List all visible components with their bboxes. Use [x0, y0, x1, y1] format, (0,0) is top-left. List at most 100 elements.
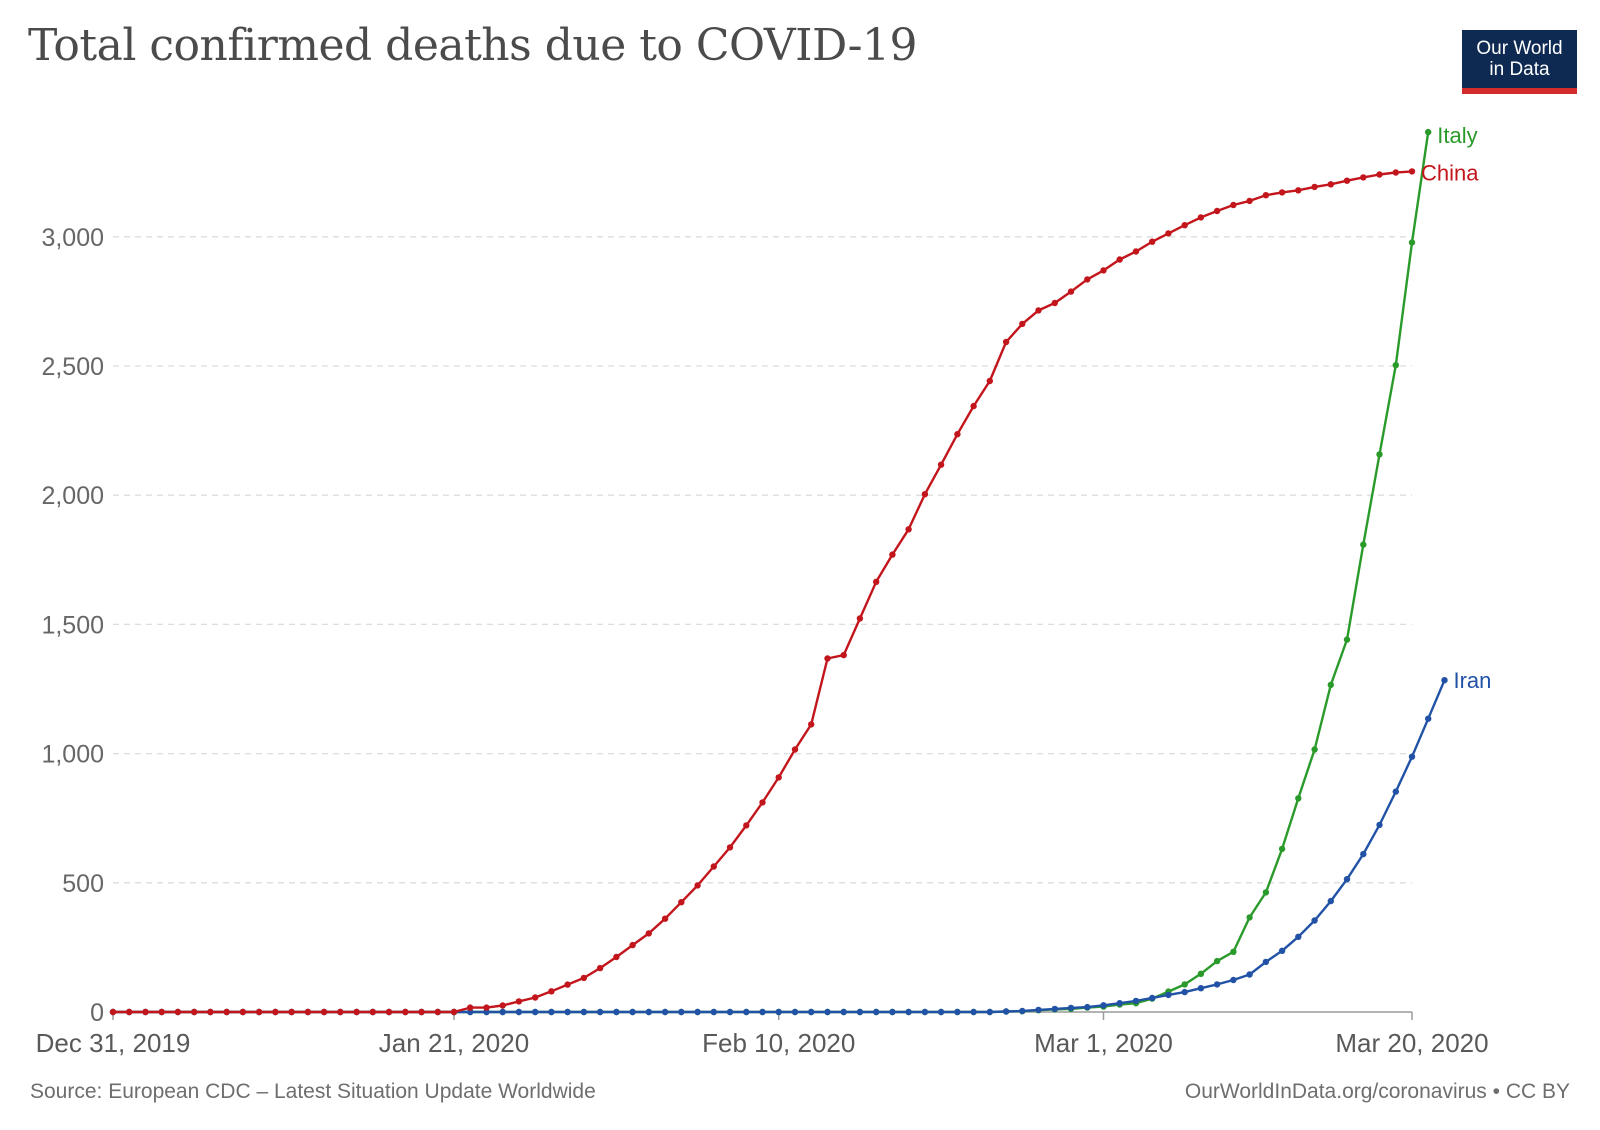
china-data-point[interactable] — [126, 1008, 133, 1016]
iran-data-point[interactable] — [1067, 1004, 1075, 1012]
iran-data-point[interactable] — [743, 1008, 750, 1016]
iran-data-point[interactable] — [1051, 1005, 1059, 1013]
iran-data-point[interactable] — [856, 1008, 864, 1016]
italy-data-point[interactable] — [1425, 128, 1432, 136]
china-data-point[interactable] — [288, 1008, 295, 1016]
iran-data-point[interactable] — [661, 1008, 669, 1016]
iran-data-point[interactable] — [954, 1008, 961, 1016]
china-data-point[interactable] — [629, 941, 636, 949]
china-data-point[interactable] — [1376, 171, 1383, 178]
italy-data-point[interactable] — [1278, 845, 1286, 853]
iran-data-point[interactable] — [970, 1008, 977, 1016]
china-data-point[interactable] — [483, 1004, 490, 1011]
italy-data-point[interactable] — [1408, 239, 1416, 246]
china-data-point[interactable] — [255, 1008, 263, 1016]
italy-data-point[interactable] — [1262, 889, 1270, 896]
china-data-point[interactable] — [775, 774, 782, 781]
china-data-point[interactable] — [840, 651, 847, 659]
iran-data-point[interactable] — [548, 1008, 555, 1016]
source-note[interactable]: Source: European CDC – Latest Situation … — [30, 1080, 596, 1103]
china-data-point[interactable] — [710, 863, 717, 870]
iran-data-point[interactable] — [1084, 1003, 1091, 1011]
china-data-point[interactable] — [239, 1008, 247, 1016]
iran-data-point[interactable] — [1116, 1000, 1123, 1007]
italy-data-point[interactable] — [1295, 795, 1302, 802]
iran-data-point[interactable] — [1360, 850, 1367, 858]
china-line[interactable] — [113, 170, 1413, 1014]
china-data-point[interactable] — [743, 822, 750, 829]
china-data-point[interactable] — [1311, 183, 1318, 191]
china-data-point[interactable] — [1181, 222, 1188, 229]
china-data-point[interactable] — [889, 551, 896, 558]
iran-data-point[interactable] — [1100, 1002, 1107, 1009]
china-data-point[interactable] — [791, 746, 799, 753]
china-data-point[interactable] — [1019, 320, 1026, 328]
italy-data-point[interactable] — [1343, 636, 1351, 643]
iran-data-point[interactable] — [726, 1008, 734, 1016]
italy-data-point[interactable] — [1213, 957, 1221, 965]
italy-data-point[interactable] — [1376, 451, 1383, 458]
china-data-point[interactable] — [873, 578, 880, 585]
china-data-point[interactable] — [905, 526, 912, 533]
china-data-point[interactable] — [824, 655, 831, 662]
iran-data-point[interactable] — [840, 1008, 847, 1016]
china-data-point[interactable] — [580, 974, 588, 982]
iran-data-point[interactable] — [1311, 917, 1318, 924]
iran-data-point[interactable] — [905, 1008, 912, 1016]
china-data-point[interactable] — [1051, 299, 1059, 307]
iran-data-point[interactable] — [1246, 971, 1253, 978]
italy-series-label[interactable]: Italy — [1437, 123, 1477, 148]
china-data-point[interactable] — [1067, 288, 1075, 295]
italy-data-point[interactable] — [1360, 541, 1367, 548]
china-data-point[interactable] — [1343, 177, 1351, 184]
iran-data-point[interactable] — [678, 1008, 685, 1016]
china-data-point[interactable] — [1084, 276, 1091, 283]
iran-data-point[interactable] — [1295, 933, 1302, 940]
china-data-point[interactable] — [678, 899, 685, 906]
iran-data-point[interactable] — [596, 1008, 604, 1016]
iran-data-point[interactable] — [1132, 997, 1140, 1005]
iran-data-point[interactable] — [1035, 1006, 1042, 1014]
china-data-point[interactable] — [1230, 201, 1237, 209]
china-data-point[interactable] — [921, 491, 929, 498]
china-data-point[interactable] — [1262, 192, 1270, 199]
china-data-point[interactable] — [418, 1008, 425, 1016]
iran-data-point[interactable] — [467, 1008, 474, 1016]
iran-data-point[interactable] — [532, 1008, 539, 1016]
italy-data-point[interactable] — [1230, 948, 1237, 955]
italy-data-point[interactable] — [1246, 914, 1253, 921]
china-data-point[interactable] — [856, 615, 864, 622]
italy-data-point[interactable] — [1327, 681, 1335, 689]
iran-data-point[interactable] — [564, 1008, 571, 1016]
italy-data-point[interactable] — [1181, 981, 1188, 988]
iran-data-point[interactable] — [694, 1008, 701, 1016]
iran-data-point[interactable] — [986, 1008, 993, 1016]
iran-data-point[interactable] — [1213, 981, 1221, 988]
iran-data-point[interactable] — [921, 1008, 929, 1016]
china-data-point[interactable] — [353, 1008, 360, 1016]
iran-data-point[interactable] — [1343, 876, 1351, 883]
china-data-point[interactable] — [548, 988, 555, 995]
china-data-point[interactable] — [499, 1002, 506, 1009]
iran-data-point[interactable] — [1376, 821, 1383, 829]
iran-data-point[interactable] — [1019, 1007, 1026, 1015]
iran-line[interactable] — [113, 679, 1446, 1014]
china-data-point[interactable] — [1100, 267, 1107, 274]
china-data-point[interactable] — [272, 1008, 279, 1016]
china-data-point[interactable] — [467, 1004, 474, 1011]
china-data-point[interactable] — [759, 799, 766, 806]
china-data-point[interactable] — [661, 915, 669, 922]
china-data-point[interactable] — [1295, 187, 1302, 194]
china-data-point[interactable] — [1392, 169, 1400, 176]
china-data-point[interactable] — [808, 721, 815, 728]
iran-data-point[interactable] — [1425, 715, 1432, 722]
china-data-point[interactable] — [304, 1008, 312, 1016]
china-data-point[interactable] — [954, 431, 961, 438]
china-data-point[interactable] — [1002, 338, 1010, 346]
china-data-point[interactable] — [532, 994, 539, 1001]
iran-data-point[interactable] — [824, 1008, 831, 1016]
iran-data-point[interactable] — [889, 1008, 896, 1016]
credit-link[interactable]: OurWorldInData.org/coronavirus • CC BY — [1184, 1080, 1570, 1103]
italy-data-point[interactable] — [1392, 362, 1400, 369]
iran-series-label[interactable]: Iran — [1453, 668, 1491, 693]
